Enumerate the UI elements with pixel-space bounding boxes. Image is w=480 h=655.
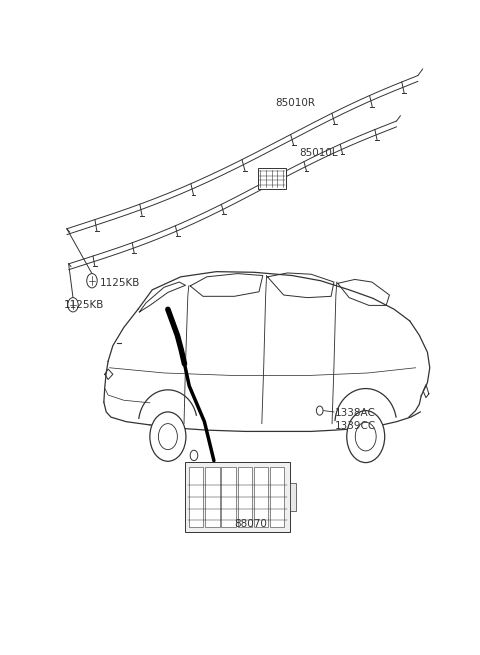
Circle shape — [355, 422, 376, 451]
Bar — [238, 467, 252, 527]
Circle shape — [87, 274, 97, 288]
Bar — [254, 467, 268, 527]
Text: 1125KB: 1125KB — [100, 278, 141, 288]
Text: 85010R: 85010R — [276, 98, 315, 109]
Circle shape — [150, 412, 186, 461]
Text: 85010L: 85010L — [300, 149, 338, 159]
Circle shape — [68, 297, 78, 312]
Text: 88070: 88070 — [234, 519, 267, 529]
Text: 1338AC: 1338AC — [335, 408, 376, 419]
Bar — [290, 483, 297, 511]
Bar — [205, 467, 219, 527]
Text: 1339CC: 1339CC — [335, 421, 376, 431]
Circle shape — [190, 450, 198, 460]
Bar — [270, 467, 284, 527]
Circle shape — [158, 424, 178, 449]
Circle shape — [316, 406, 323, 415]
Bar — [185, 462, 290, 532]
Circle shape — [347, 411, 384, 462]
Bar — [221, 467, 236, 527]
Text: 1125KB: 1125KB — [63, 300, 104, 310]
Bar — [189, 467, 204, 527]
FancyBboxPatch shape — [258, 168, 286, 189]
